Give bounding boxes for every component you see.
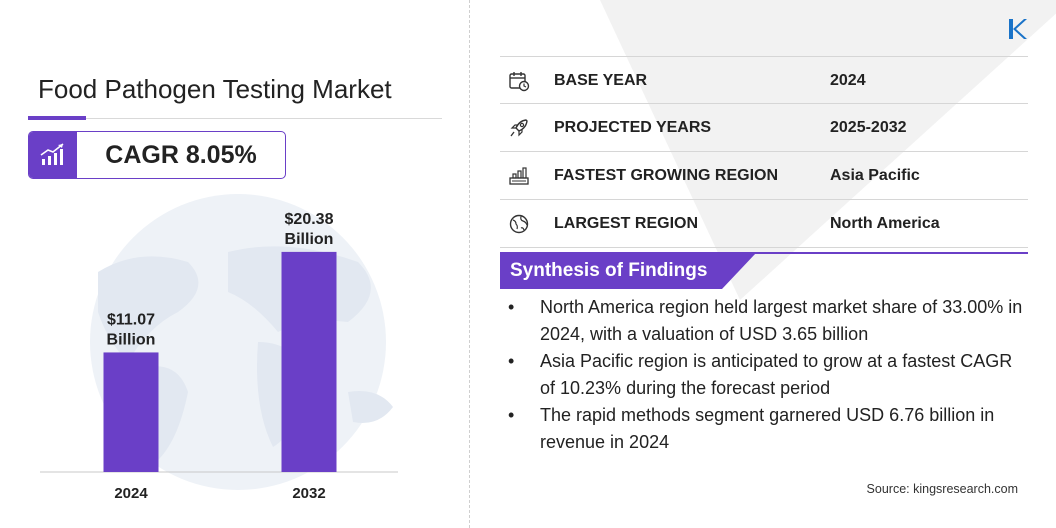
info-value: North America — [830, 215, 940, 232]
finding-text: Asia Pacific region is anticipated to gr… — [540, 351, 1013, 398]
synthesis-rule — [500, 252, 1028, 254]
data-label: $20.38 — [285, 211, 334, 228]
info-label: PROJECTED YEARS — [554, 119, 712, 136]
info-label: BASE YEAR — [554, 72, 648, 89]
data-label: Billion — [285, 231, 334, 248]
market-info-table: BASE YEAR 2024 PROJECTED YEARS 2025-2032… — [500, 56, 1028, 248]
calendar-icon — [509, 72, 530, 92]
kings-research-logo — [1009, 19, 1027, 39]
synthesis-banner — [500, 253, 756, 289]
cagr-value: CAGR 8.05% — [105, 140, 257, 169]
info-value: Asia Pacific — [830, 167, 920, 184]
synthesis-title: Synthesis of Findings — [510, 260, 708, 281]
finding-text: The rapid methods segment garnered USD 6… — [540, 405, 995, 452]
bar-2024 — [103, 352, 159, 472]
background-triangle — [600, 0, 1056, 300]
bullet: • — [508, 405, 515, 425]
info-row-fastest-growing-region: FASTEST GROWING REGION Asia Pacific — [500, 152, 1028, 200]
market-size-bar-chart: $11.07 Billion 2024 $20.38 Billion 2032 — [40, 211, 398, 502]
info-value: 2024 — [830, 72, 866, 89]
x-tick-label: 2032 — [292, 485, 325, 502]
source-credit: Source: kingsresearch.com — [866, 482, 1018, 496]
data-label: $11.07 — [107, 311, 155, 328]
bullet: • — [508, 351, 515, 371]
title-accent-bar — [28, 116, 86, 120]
info-row-largest-region: LARGEST REGION North America — [500, 200, 1028, 248]
findings-list: • North America region held largest mark… — [508, 294, 1028, 456]
finding-text: North America region held largest market… — [540, 297, 1023, 344]
cagr-badge: CAGR 8.05% — [28, 131, 286, 179]
finding-item: • Asia Pacific region is anticipated to … — [508, 348, 1028, 402]
x-tick-label: 2024 — [114, 485, 148, 502]
bar-2032 — [281, 251, 337, 472]
info-row-base-year: BASE YEAR 2024 — [500, 56, 1028, 104]
growth-region-icon — [509, 167, 529, 185]
finding-item: • North America region held largest mark… — [508, 294, 1028, 348]
data-label: Billion — [107, 331, 156, 348]
page-title: Food Pathogen Testing Market — [38, 74, 392, 104]
finding-item: • The rapid methods segment garnered USD… — [508, 402, 1028, 456]
info-label: FASTEST GROWING REGION — [554, 167, 779, 184]
bullet: • — [508, 297, 515, 317]
info-row-projected-years: PROJECTED YEARS 2025-2032 — [500, 104, 1028, 152]
rocket-icon — [510, 119, 528, 137]
title-underline — [28, 118, 442, 119]
section-divider — [469, 0, 470, 528]
growth-chart-icon — [29, 132, 77, 178]
info-label: LARGEST REGION — [554, 215, 699, 232]
info-value: 2025-2032 — [830, 119, 907, 136]
globe-icon — [509, 214, 529, 234]
